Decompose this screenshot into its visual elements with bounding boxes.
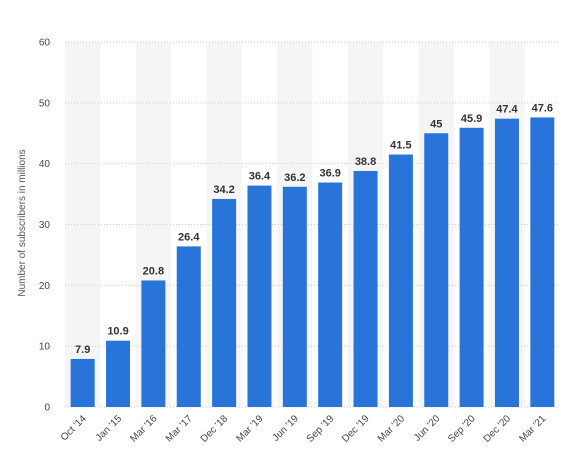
data-label: 36.2 <box>284 172 305 184</box>
data-label: 34.2 <box>213 184 234 196</box>
x-tick-label: Jun '19 <box>271 413 302 444</box>
data-label: 10.9 <box>107 326 128 338</box>
data-label: 45 <box>430 118 442 130</box>
data-labels: 7.9 10.9 20.8 26.4 34.2 36.4 36.2 36.9 38.8 41.5 4… <box>75 102 553 356</box>
x-tick-label: Dec '20 <box>482 413 514 445</box>
x-tick-label: Oct '14 <box>59 413 89 443</box>
bar <box>106 340 131 407</box>
x-tick-label: Dec '19 <box>340 413 372 445</box>
data-label: 38.8 <box>355 156 376 168</box>
y-tick-label: 20 <box>39 281 51 292</box>
bar <box>530 117 555 407</box>
bar <box>212 198 237 407</box>
data-label: 7.9 <box>75 344 90 356</box>
x-tick-label: Mar '16 <box>128 413 159 444</box>
bar <box>353 170 378 407</box>
data-label: 36.4 <box>249 171 271 183</box>
data-label: 36.9 <box>319 168 340 180</box>
y-tick-label: 60 <box>39 38 51 49</box>
x-tick-label: Jun '20 <box>412 413 443 444</box>
bar <box>494 118 519 408</box>
bar <box>424 133 449 407</box>
bar <box>141 280 166 407</box>
bar <box>70 358 95 407</box>
x-tick-label: Mar '21 <box>517 413 548 444</box>
x-tick-label: Dec '18 <box>199 413 231 445</box>
data-label: 41.5 <box>390 140 411 152</box>
y-axis-label: Number of subscribers in millions <box>17 149 28 296</box>
x-tick-label: Mar '20 <box>376 413 407 444</box>
data-label: 45.9 <box>461 113 482 125</box>
bar <box>282 186 307 407</box>
y-tick-label: 0 <box>44 403 50 414</box>
x-tick-label: Mar '19 <box>234 413 265 444</box>
data-label: 26.4 <box>178 231 200 243</box>
y-tick-label: 10 <box>39 342 51 353</box>
background-band <box>65 42 101 407</box>
bar <box>318 182 343 407</box>
x-tick-label: Sep '19 <box>305 413 337 445</box>
y-axis-ticks: 0 10 20 30 40 50 60 <box>39 38 51 414</box>
x-axis-ticks: Oct '14 Jan '15 Mar '16 Mar '17 Dec '18 Mar '… <box>59 413 549 445</box>
data-label: 47.6 <box>532 102 553 114</box>
x-tick-label: Jan '15 <box>94 413 125 444</box>
x-tick-label: Sep '20 <box>446 413 478 445</box>
data-label: 20.8 <box>143 265 164 277</box>
bar <box>388 154 413 407</box>
bar <box>247 185 272 407</box>
bar <box>459 127 484 408</box>
y-tick-label: 50 <box>39 98 51 109</box>
bar <box>176 246 201 407</box>
x-tick-label: Mar '17 <box>164 413 195 444</box>
y-tick-label: 30 <box>39 220 51 231</box>
bars <box>70 117 555 408</box>
y-tick-label: 40 <box>39 159 51 170</box>
data-label: 47.4 <box>496 104 518 116</box>
